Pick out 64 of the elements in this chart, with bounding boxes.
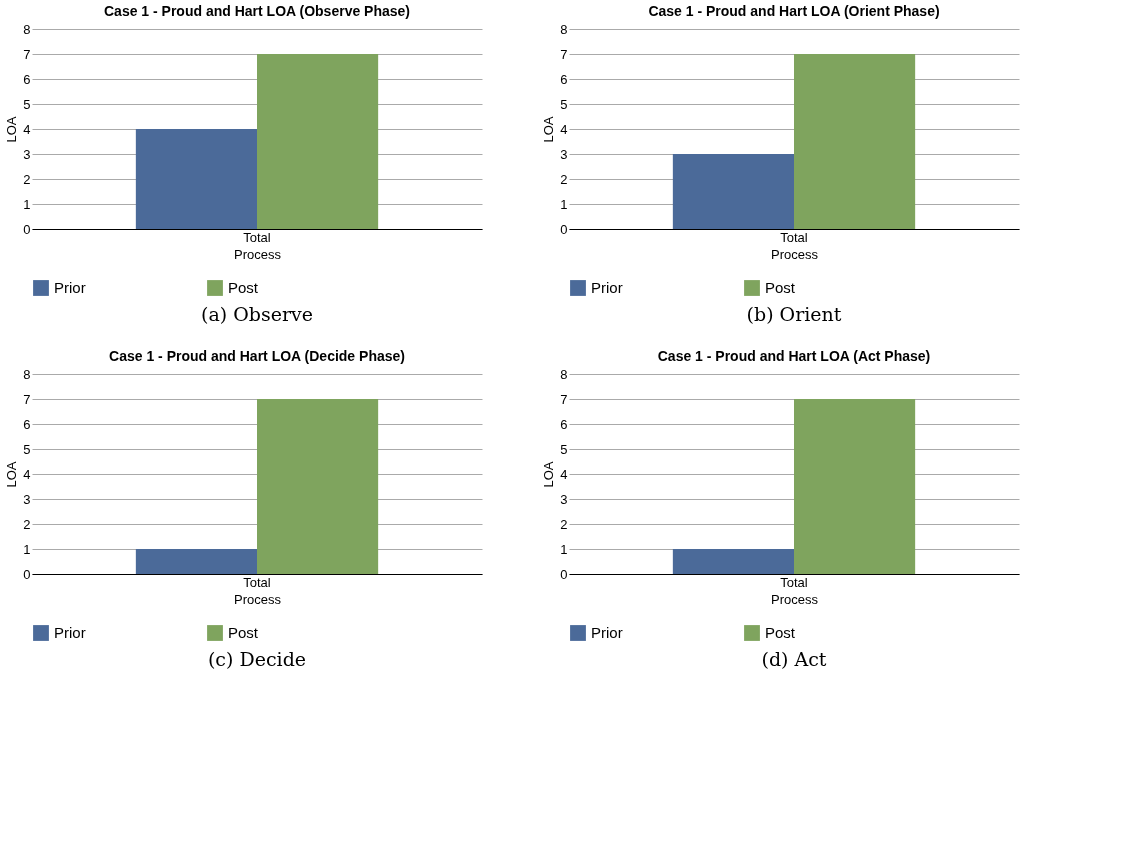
y-tick-label: 7: [23, 391, 31, 407]
y-tick-label: 0: [23, 566, 31, 582]
text: (d) Act: [761, 648, 827, 670]
y-tick-label: 5: [560, 441, 568, 457]
legend-label: Prior: [591, 279, 623, 296]
legend-label: Prior: [54, 624, 86, 641]
x-axis-title: Process: [234, 246, 282, 262]
x-axis-title: Process: [771, 246, 819, 262]
y-tick-label: 8: [23, 21, 31, 37]
y-tick-label: 5: [560, 96, 568, 112]
y-tick-label: 5: [23, 96, 31, 112]
legend-label: Prior: [54, 279, 86, 296]
legend-label: Post: [765, 279, 796, 296]
x-tick-label: Total: [780, 574, 808, 590]
legend-label: Post: [765, 624, 796, 641]
legend-label: Post: [228, 279, 259, 296]
y-tick-label: 2: [23, 516, 31, 532]
text: (b) Orient: [746, 303, 842, 325]
text: (c) Decide: [207, 648, 307, 670]
y-axis-title: LOA: [4, 116, 20, 143]
y-tick-label: 4: [560, 121, 568, 137]
y-tick-label: 0: [23, 221, 31, 237]
y-tick-label: 7: [23, 46, 31, 62]
y-tick-label: 3: [23, 491, 31, 507]
y-tick-label: 3: [560, 146, 568, 162]
y-tick-label: 6: [560, 71, 568, 87]
y-tick-label: 8: [560, 366, 568, 382]
chart-title: Case 1 - Proud and Hart LOA (Observe Phase): [103, 3, 411, 19]
y-tick-label: 8: [23, 366, 31, 382]
text: (a) Observe: [201, 303, 313, 325]
y-tick-label: 6: [23, 71, 31, 87]
y-tick-label: 1: [560, 196, 568, 212]
legend-label: Post: [228, 624, 259, 641]
y-tick-label: 8: [560, 21, 568, 37]
y-tick-label: 3: [23, 146, 31, 162]
y-tick-label: 1: [23, 196, 31, 212]
chart-title: Case 1 - Proud and Hart LOA (Orient Phase): [648, 3, 940, 19]
y-tick-label: 5: [23, 441, 31, 457]
y-axis-title: LOA: [4, 461, 20, 488]
x-tick-label: Total: [243, 574, 271, 590]
legend-label: Prior: [591, 624, 623, 641]
y-tick-label: 4: [23, 466, 31, 482]
y-tick-label: 6: [560, 416, 568, 432]
y-tick-label: 1: [23, 541, 31, 557]
y-axis-title: LOA: [541, 461, 557, 488]
y-tick-label: 1: [560, 541, 568, 557]
x-tick-label: Total: [780, 229, 808, 245]
y-tick-label: 7: [560, 391, 568, 407]
y-tick-label: 2: [560, 171, 568, 187]
chart-title: Case 1 - Proud and Hart LOA (Decide Phase): [109, 348, 405, 364]
y-tick-label: 7: [560, 46, 568, 62]
x-axis-title: Process: [771, 591, 819, 607]
y-tick-label: 4: [23, 121, 31, 137]
y-tick-label: 0: [560, 221, 568, 237]
x-axis-title: Process: [234, 591, 282, 607]
y-tick-label: 4: [560, 466, 568, 482]
x-tick-label: Total: [243, 229, 271, 245]
chart-title: Case 1 - Proud and Hart LOA (Act Phase): [657, 348, 931, 364]
y-tick-label: 2: [23, 171, 31, 187]
y-tick-label: 6: [23, 416, 31, 432]
y-tick-label: 3: [560, 491, 568, 507]
y-axis-title: LOA: [541, 116, 557, 143]
y-tick-label: 2: [560, 516, 568, 532]
y-tick-label: 0: [560, 566, 568, 582]
